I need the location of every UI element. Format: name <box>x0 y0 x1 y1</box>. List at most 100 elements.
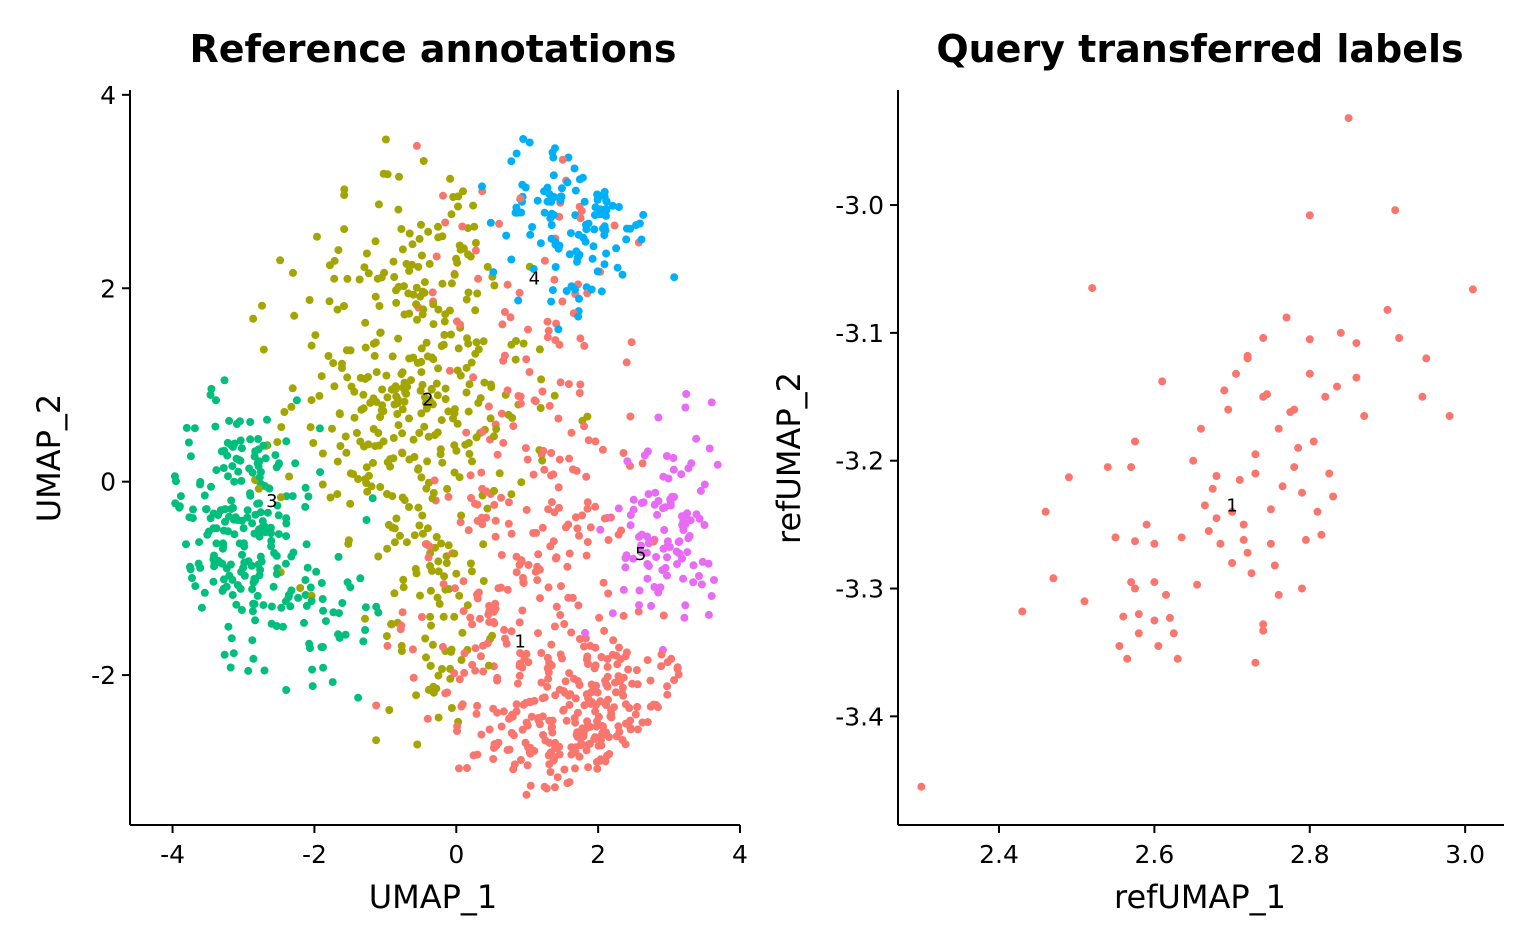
data-point <box>557 582 565 591</box>
data-point <box>713 460 722 469</box>
data-point <box>393 410 402 418</box>
data-point <box>487 383 496 391</box>
data-point <box>372 602 381 611</box>
cluster-labels-group: 1 2 3 4 5 <box>266 269 646 653</box>
data-point <box>484 610 493 619</box>
data-point <box>375 302 384 310</box>
data-point <box>471 246 480 255</box>
data-point <box>497 583 505 592</box>
data-point <box>512 149 521 158</box>
data-point <box>371 292 380 301</box>
data-point <box>439 612 448 621</box>
data-point <box>565 778 574 787</box>
data-point <box>362 516 371 524</box>
data-point <box>272 570 281 578</box>
data-point <box>479 337 488 346</box>
data-point <box>451 584 459 593</box>
data-point <box>311 331 320 340</box>
data-point <box>658 566 667 575</box>
data-point <box>261 454 270 463</box>
data-point <box>1165 613 1174 622</box>
data-point <box>594 210 603 219</box>
data-point <box>354 475 363 483</box>
data-point <box>1259 334 1268 342</box>
data-point <box>410 531 419 540</box>
data-point <box>414 464 423 473</box>
data-point <box>680 613 689 622</box>
data-point <box>307 341 316 350</box>
data-point <box>1468 285 1477 294</box>
data-point <box>255 499 264 508</box>
data-point <box>495 219 504 228</box>
data-point <box>450 409 459 418</box>
data-point <box>334 552 343 561</box>
data-point <box>557 184 566 193</box>
data-point <box>507 529 516 538</box>
data-point <box>450 441 459 450</box>
data-point <box>427 384 436 393</box>
y-tick-label: -2 <box>91 661 116 690</box>
data-point <box>473 500 482 509</box>
data-point <box>547 449 556 457</box>
data-point <box>200 491 209 500</box>
data-point <box>507 157 516 166</box>
data-point <box>392 286 400 295</box>
data-point <box>220 650 229 659</box>
data-point <box>1383 305 1392 314</box>
data-point <box>584 660 592 668</box>
data-point <box>637 541 645 550</box>
data-point <box>1251 469 1260 478</box>
data-point <box>586 523 595 532</box>
data-point <box>398 405 407 414</box>
data-point <box>294 593 303 602</box>
data-point <box>633 680 642 689</box>
data-point <box>1309 437 1318 446</box>
data-point <box>575 681 584 689</box>
y-ticks-group: -3.0 -3.1 -3.2 -3.3 -3.4 <box>835 191 898 731</box>
data-point <box>629 495 638 504</box>
data-point <box>441 218 450 227</box>
data-point <box>452 254 461 263</box>
data-point <box>692 510 701 519</box>
data-point <box>528 223 537 231</box>
data-point <box>433 428 442 437</box>
data-point <box>629 554 638 563</box>
data-point <box>394 334 403 343</box>
data-point <box>609 636 618 645</box>
x-tick-label: -2 <box>302 840 327 869</box>
data-point <box>469 751 478 760</box>
data-point <box>316 468 325 477</box>
data-point <box>485 725 494 734</box>
data-point <box>471 238 480 247</box>
data-point <box>486 414 495 423</box>
data-point <box>434 364 443 373</box>
data-point <box>267 536 276 545</box>
data-point <box>618 683 627 692</box>
data-point <box>544 583 553 592</box>
data-point <box>318 595 327 603</box>
data-point <box>571 186 580 195</box>
data-point <box>457 511 466 520</box>
data-point <box>305 639 314 648</box>
data-point <box>659 611 668 620</box>
data-point <box>522 355 531 364</box>
data-point <box>1208 484 1217 493</box>
data-point <box>263 508 272 517</box>
data-point <box>315 424 324 433</box>
data-point <box>414 262 423 271</box>
data-point <box>1266 539 1275 548</box>
data-point <box>626 412 635 421</box>
data-point <box>219 464 228 472</box>
data-point <box>273 438 282 447</box>
data-point <box>551 238 560 247</box>
data-point <box>419 157 428 165</box>
data-point <box>651 488 660 497</box>
data-point <box>454 192 463 201</box>
data-point <box>335 633 344 642</box>
data-point <box>601 757 610 766</box>
data-point <box>303 563 312 572</box>
data-point <box>584 436 593 445</box>
x-tick-label: 0 <box>448 840 464 869</box>
data-point <box>467 358 476 367</box>
data-point <box>361 318 370 327</box>
